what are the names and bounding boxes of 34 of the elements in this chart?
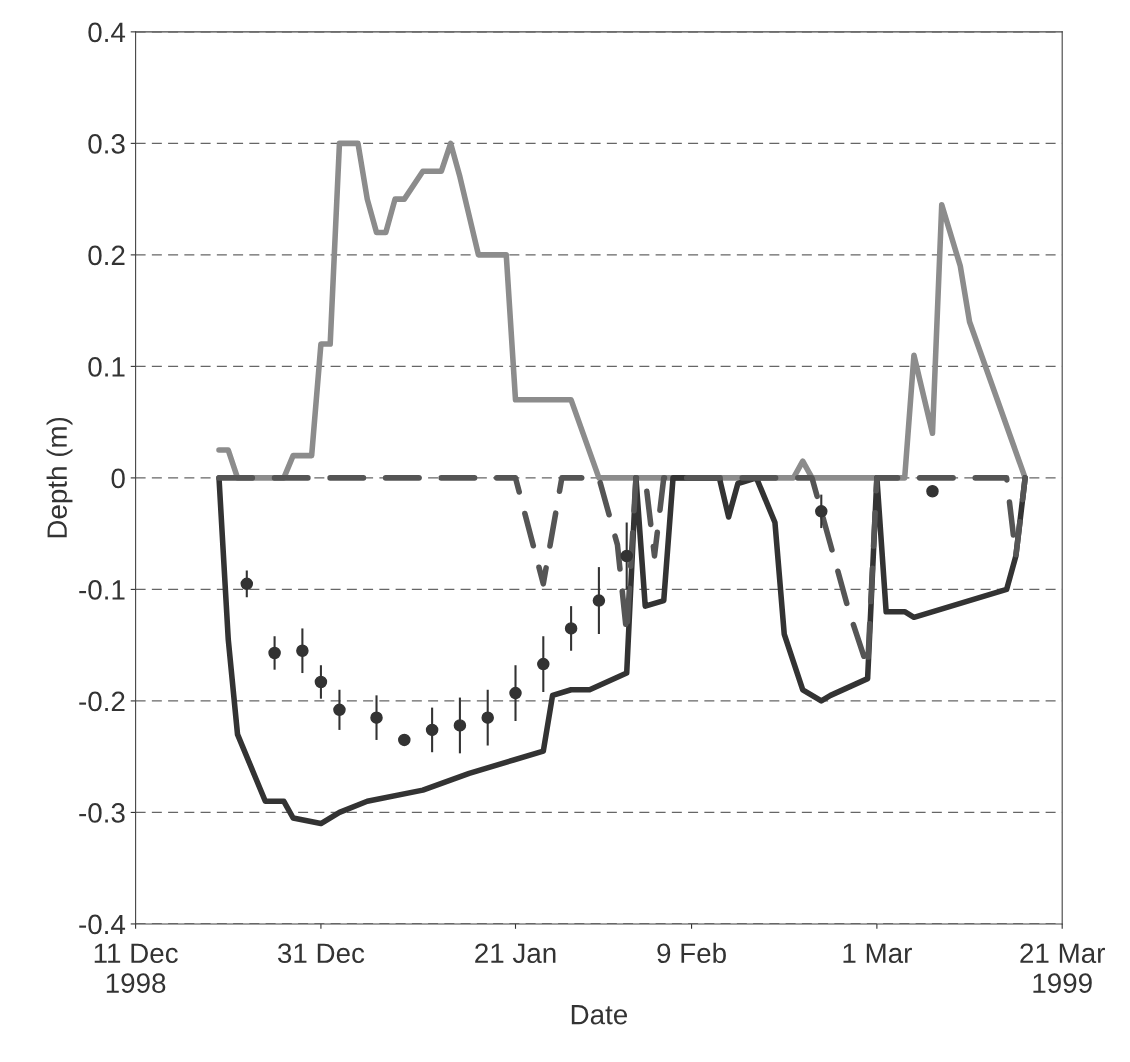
point	[564, 622, 578, 635]
y-tick-label: 0.2	[88, 245, 125, 266]
point	[926, 485, 939, 498]
point	[453, 719, 467, 732]
point	[398, 733, 411, 747]
x-tick-label: 21 Mar 1999	[1020, 943, 1105, 994]
point	[240, 577, 254, 591]
point	[333, 703, 346, 717]
x-tick-label: 21 Jan	[475, 943, 556, 964]
x-tick-label: 11 Dec 1998	[94, 943, 178, 994]
y-tick-label: -0.2	[79, 691, 125, 712]
y-tick-label: -0.3	[79, 803, 125, 823]
point	[537, 657, 550, 671]
point	[509, 686, 522, 700]
y-tick-label: 0.3	[88, 134, 125, 154]
y-tick-label: -0.1	[79, 580, 125, 600]
point	[425, 723, 439, 737]
y-tick-label: 0.4	[88, 22, 126, 43]
point	[481, 711, 494, 724]
x-tick-label: 9 Feb	[657, 942, 726, 964]
point	[268, 646, 281, 660]
point	[815, 505, 828, 518]
point	[314, 675, 328, 689]
point	[620, 549, 633, 563]
y-tick-label: 0	[111, 468, 125, 489]
y-tick-label: -0.4	[79, 914, 126, 935]
point	[592, 594, 606, 607]
y-axis-title: Depth (m)	[46, 417, 73, 538]
x-tick-label: 1 Mar	[843, 943, 912, 964]
y-tick-label: 0.1	[88, 357, 125, 377]
x-axis-title: Date	[571, 1005, 627, 1025]
x-tick-label: 31 Dec	[277, 943, 365, 964]
point	[370, 711, 383, 724]
point	[296, 644, 309, 657]
